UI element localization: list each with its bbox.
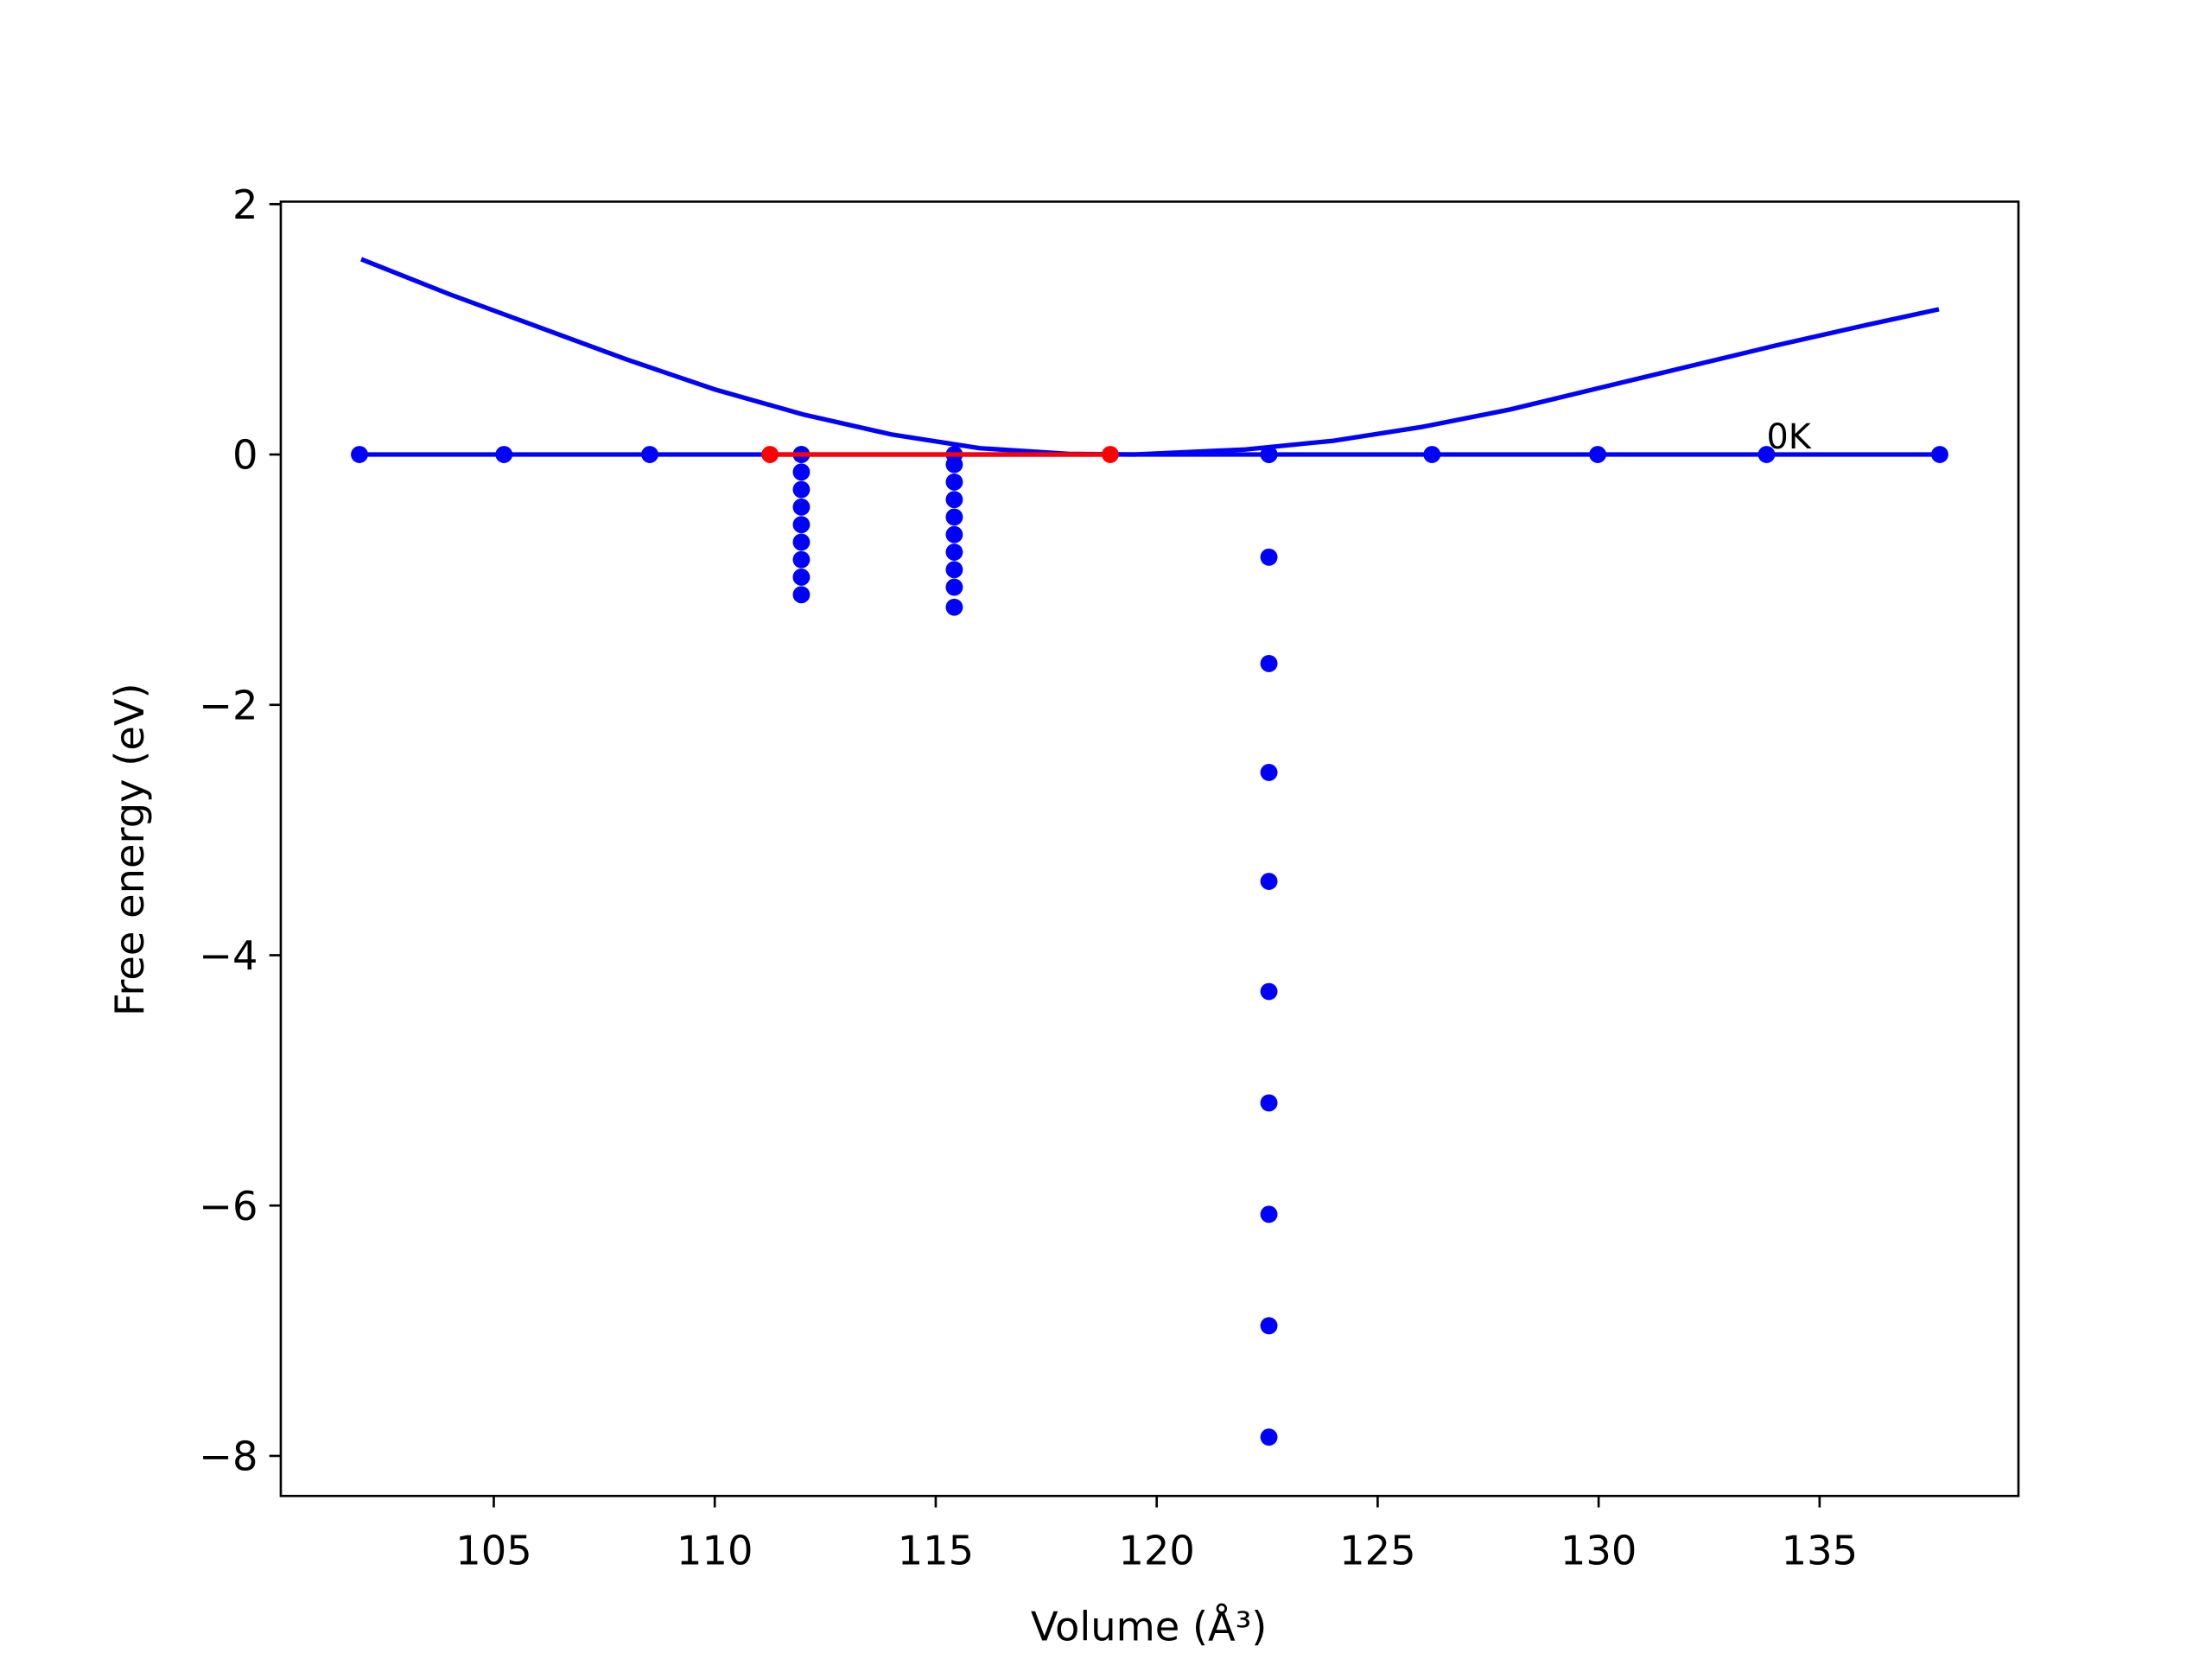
x-axis-label: Volume (Å³) [1031,1603,1267,1649]
data-point [1260,1094,1278,1112]
data-point [641,446,658,463]
data-point [792,586,810,604]
data-point [792,463,810,481]
y-tick-label: −4 [199,932,257,979]
data-point [1260,1205,1278,1224]
y-axis-label: Free energy (eV) [106,683,153,1016]
data-point [945,491,963,509]
data-point [945,543,963,561]
y-tick-label: 0 [232,432,257,479]
data-point [945,578,963,596]
data-point [945,598,963,616]
data-point [351,446,368,463]
data-point [1102,446,1119,463]
data-point [1260,873,1278,890]
x-tick-label: 105 [455,1528,531,1574]
data-point [792,498,810,516]
x-tick-label: 115 [898,1528,974,1574]
data-point [1260,446,1278,463]
data-point [792,480,810,499]
y-tick-label: −8 [199,1433,257,1480]
x-tick-label: 130 [1560,1528,1637,1574]
data-point [1260,548,1278,566]
x-tick-label: 110 [677,1528,753,1574]
data-point [1260,982,1278,1001]
data-point [792,516,810,534]
data-point [1589,446,1607,463]
data-point [1260,764,1278,781]
data-point [945,561,963,579]
annotation: 0K [1766,417,1811,457]
data-point [945,525,963,543]
data-point [1423,446,1441,463]
data-point [1931,446,1948,463]
y-tick-label: 2 [232,181,257,228]
data-point [1758,446,1776,463]
y-tick-label: −2 [199,682,257,728]
x-tick-label: 125 [1339,1528,1415,1574]
x-tick-label: 135 [1782,1528,1858,1574]
data-point [495,446,513,463]
data-point [945,473,963,491]
y-tick-label: −6 [199,1183,257,1230]
data-point [792,550,810,569]
x-tick-label: 120 [1118,1528,1194,1574]
data-point [761,446,779,463]
data-point [945,508,963,526]
data-point [1260,655,1278,672]
data-point [792,569,810,586]
data-point [945,455,963,474]
plot-frame [279,200,2020,1497]
data-point [1260,1428,1278,1446]
data-point [792,533,810,551]
data-point [1260,1317,1278,1335]
